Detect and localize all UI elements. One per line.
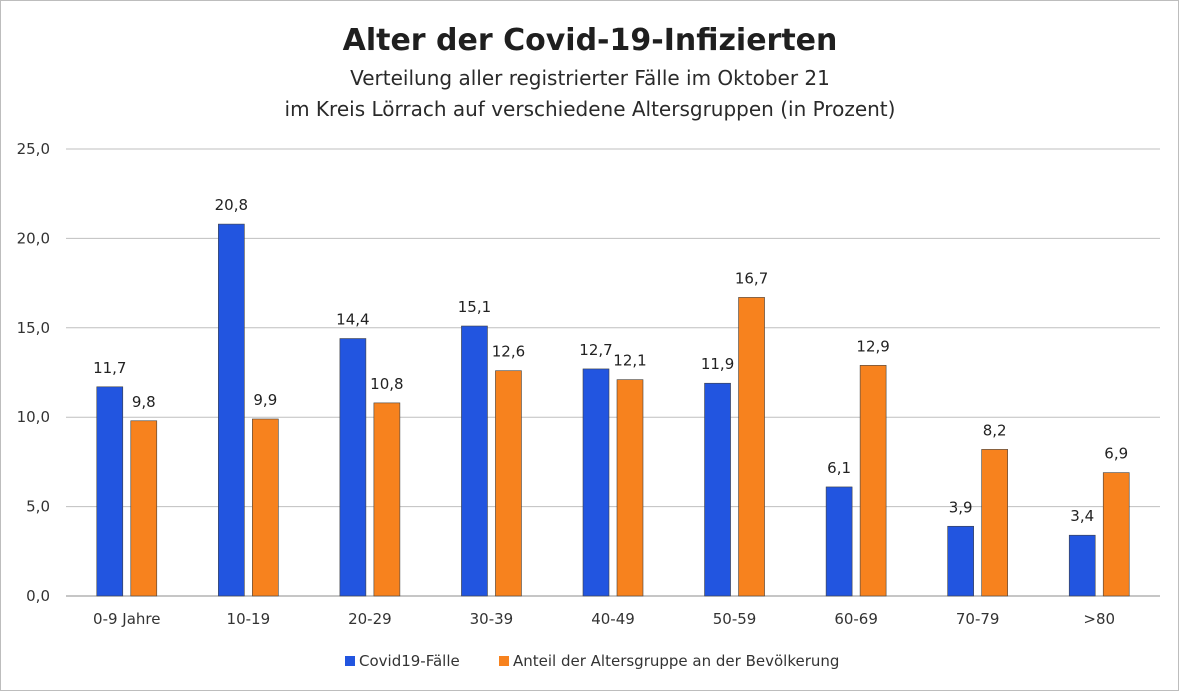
data-label: 8,2 [983, 421, 1007, 439]
x-tick-label: 30-39 [470, 610, 514, 628]
chart-subtitle-line-2: im Kreis Lörrach auf verschiedene Alters… [285, 97, 896, 121]
x-tick-label: 20-29 [348, 610, 392, 628]
legend-label: Covid19-Fälle [359, 652, 460, 670]
data-label: 14,4 [336, 311, 369, 329]
bar-population-share [1102, 472, 1130, 597]
bars [96, 223, 1130, 597]
bar-covid-cases [1068, 534, 1096, 597]
bar-covid-cases [947, 525, 974, 597]
y-tick-label: 25,0 [17, 140, 50, 158]
bar-population-share [981, 449, 1008, 597]
data-label: 6,9 [1104, 445, 1128, 463]
bar-population-share [738, 297, 765, 597]
bar-covid-cases [461, 325, 488, 597]
bar-population-share [616, 379, 644, 597]
y-axis: 0,0 5,0 10,0 15,0 20,0 25,0 [17, 140, 50, 605]
data-label: 12,7 [579, 341, 612, 359]
data-label: 12,6 [492, 343, 525, 361]
bar-covid-cases [704, 382, 731, 597]
bar-covid-cases [339, 338, 367, 597]
data-label: 10,8 [370, 375, 403, 393]
data-label: 3,9 [949, 498, 973, 516]
x-tick-label: 60-69 [834, 610, 878, 628]
x-axis: 0-9 Jahre 10-19 20-29 30-39 40-49 50-59 60-69 7… [93, 610, 1115, 628]
legend-label: Anteil der Altersgruppe an der Bevölkeru… [513, 652, 839, 670]
data-label: 20,8 [215, 196, 248, 214]
y-tick-label: 20,0 [17, 229, 50, 247]
data-label: 3,4 [1070, 507, 1094, 525]
x-tick-label: 40-49 [591, 610, 635, 628]
y-tick-label: 10,0 [17, 408, 50, 426]
y-tick-label: 15,0 [17, 319, 50, 337]
bar-covid-cases [218, 223, 245, 597]
data-labels: 11,7 9,8 20,8 9,9 14,4 10,8 15,1 12,6 12,712,1 11… [93, 196, 1128, 525]
x-tick-label: 10-19 [227, 610, 271, 628]
bar-population-share [373, 402, 401, 597]
x-tick-label: 0-9 Jahre [93, 610, 160, 628]
data-label: 12,1 [613, 352, 646, 370]
data-label: 15,1 [458, 298, 491, 316]
y-tick-label: 0,0 [26, 587, 50, 605]
bar-covid-cases [582, 368, 610, 597]
data-label: 16,7 [735, 269, 768, 287]
data-label: 11,7 [93, 359, 126, 377]
grid-lines [66, 148, 1160, 597]
data-label: 6,1 [827, 459, 851, 477]
x-tick-label: 70-79 [956, 610, 1000, 628]
bar-population-share [252, 418, 279, 597]
x-tick-label: >80 [1083, 610, 1115, 628]
bar-population-share [859, 365, 887, 597]
data-label: 11,9 [701, 355, 734, 373]
data-label: 9,9 [253, 391, 277, 409]
legend: Covid19-Fälle Anteil der Altersgruppe an … [345, 652, 839, 670]
data-label: 9,8 [132, 393, 156, 411]
chart-title: Alter der Covid-19-Infizierten [343, 23, 838, 58]
data-label: 12,9 [856, 337, 889, 355]
legend-swatch [345, 656, 355, 666]
y-tick-label: 5,0 [26, 498, 50, 516]
legend-swatch [499, 656, 509, 666]
bar-covid-cases [825, 486, 853, 597]
bar-population-share [495, 370, 522, 597]
chart-subtitle-line-1: Verteilung aller registrierter Fälle im … [350, 66, 830, 90]
bar-covid-cases [96, 386, 124, 597]
x-tick-label: 50-59 [713, 610, 757, 628]
bar-population-share [130, 420, 158, 597]
